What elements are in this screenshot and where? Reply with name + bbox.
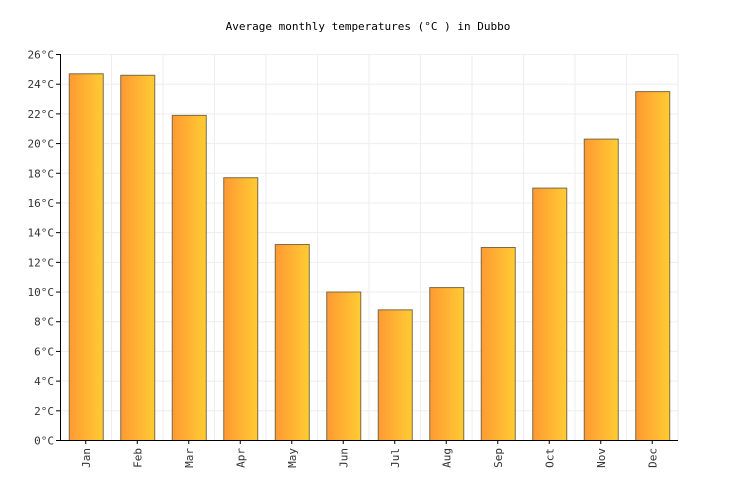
x-tick-label: Sep: [492, 448, 505, 468]
bar-may: [274, 244, 310, 441]
y-tick-label: 8°C: [34, 316, 54, 329]
bar-jan: [68, 73, 104, 442]
bar-nov: [583, 138, 619, 441]
x-tick-label: Jul: [389, 448, 402, 468]
x-tick-label: May: [286, 448, 299, 468]
chart-title: Average monthly temperatures (°C ) in Du…: [225, 20, 511, 33]
label-layer: 0°C 2°C 4°C 6°C 8°C 10°C 12°C 14°C 16°C 18°C 20°C 2…: [28, 49, 660, 468]
bar-jul: [377, 309, 413, 441]
x-tick-label: Jun: [337, 448, 350, 468]
x-tick-label: Nov: [595, 448, 608, 468]
bar-mar: [171, 114, 207, 441]
x-tick-label: Dec: [646, 448, 659, 468]
y-tick-label: 24°C: [28, 78, 55, 91]
x-tick-label: Oct: [543, 448, 556, 468]
grid-layer: [60, 54, 679, 440]
y-tick-label: 22°C: [28, 108, 55, 121]
y-tick-label: 2°C: [34, 405, 54, 418]
bar-feb: [120, 74, 156, 442]
bar-jun: [326, 291, 362, 441]
bar-apr: [223, 177, 259, 441]
y-tick-label: 26°C: [28, 49, 55, 62]
y-tick-label: 10°C: [28, 286, 55, 299]
y-tick-label: 18°C: [28, 167, 55, 180]
y-tick-label: 14°C: [28, 227, 55, 240]
bar-sep: [480, 247, 516, 441]
x-tick-label: Jan: [80, 448, 93, 468]
bar-layer: [68, 73, 671, 442]
axis-layer: [56, 54, 678, 444]
bar-dec: [635, 91, 671, 441]
x-tick-label: Aug: [440, 448, 453, 468]
bar-aug: [429, 287, 465, 442]
y-tick-label: 16°C: [28, 197, 55, 210]
y-tick-label: 12°C: [28, 256, 55, 269]
x-tick-label: Feb: [131, 448, 144, 468]
x-tick-label: Apr: [234, 448, 247, 468]
y-tick-label: 20°C: [28, 138, 55, 151]
y-tick-label: 6°C: [34, 345, 54, 358]
x-tick-label: Mar: [183, 448, 196, 468]
y-tick-label: 4°C: [34, 375, 54, 388]
bar-oct: [532, 187, 568, 441]
y-tick-label: 0°C: [34, 435, 54, 448]
